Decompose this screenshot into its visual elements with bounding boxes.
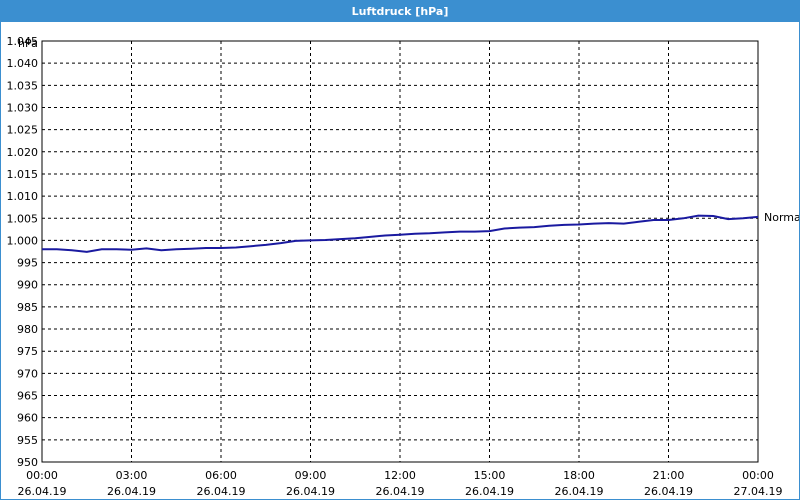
y-tick-label: 1.000 xyxy=(7,234,39,247)
x-axis: 00:00 26.04.19 03:00 26.04.19 06:00 26.04.19 0… xyxy=(18,469,783,498)
x-tick-date: 26.04.19 xyxy=(107,485,156,498)
y-tick-label: 975 xyxy=(17,345,38,358)
y-tick-label: 1.005 xyxy=(7,212,39,225)
x-tick-time: 18:00 xyxy=(563,469,595,482)
y-tick-label: 1.015 xyxy=(7,168,39,181)
series-line-normal xyxy=(42,214,759,253)
y-tick-label: 995 xyxy=(17,257,38,270)
y-tick-label: 980 xyxy=(17,323,38,336)
x-tick-time: 15:00 xyxy=(474,469,506,482)
x-tick-time: 00:00 xyxy=(26,469,58,482)
pressure-chart: 950 955 960 965 970 975 980 985 990 995 1.000 1.005… xyxy=(7,35,800,498)
y-tick-label: 1.025 xyxy=(7,124,39,137)
y-tick-label: 1.040 xyxy=(7,57,39,70)
x-tick-date: 26.04.19 xyxy=(197,485,246,498)
window-title: Luftdruck [hPa] xyxy=(1,1,799,22)
y-tick-label: 1.020 xyxy=(7,146,39,159)
series-layer: Normal xyxy=(42,211,799,253)
plot-frame xyxy=(41,40,759,463)
x-tick-time: 06:00 xyxy=(205,469,237,482)
plot-border xyxy=(41,40,759,463)
x-tick-date: 26.04.19 xyxy=(555,485,604,498)
x-tick-date: 26.04.19 xyxy=(465,485,514,498)
grid xyxy=(42,40,758,462)
y-tick-label: 1.010 xyxy=(7,190,39,203)
x-tick-date: 26.04.19 xyxy=(376,485,425,498)
y-tick-label: 985 xyxy=(17,301,38,314)
x-tick-time: 12:00 xyxy=(384,469,416,482)
x-tick-date: 26.04.19 xyxy=(286,485,335,498)
y-tick-label: 1.030 xyxy=(7,101,39,114)
x-tick-date: 27.04.19 xyxy=(734,485,783,498)
y-axis-unit: hPa xyxy=(18,37,38,50)
x-tick-date: 26.04.19 xyxy=(644,485,693,498)
x-tick-time: 09:00 xyxy=(295,469,327,482)
y-tick-label: 990 xyxy=(17,279,38,292)
y-tick-label: 965 xyxy=(17,390,38,403)
y-tick-label: 950 xyxy=(17,456,38,469)
y-tick-label: 960 xyxy=(17,412,38,425)
y-tick-label: 970 xyxy=(17,367,38,380)
x-tick-time: 21:00 xyxy=(653,469,685,482)
y-tick-label: 1.035 xyxy=(7,79,39,92)
series-label: Normal xyxy=(764,211,799,224)
y-tick-label: 955 xyxy=(17,434,38,447)
y-tick-label: 1.045 xyxy=(7,35,39,48)
x-tick-time: 03:00 xyxy=(116,469,148,482)
y-axis: 950 955 960 965 970 975 980 985 990 995 1.000 1.005… xyxy=(7,35,39,469)
x-tick-time: 00:00 xyxy=(742,469,774,482)
x-tick-date: 26.04.19 xyxy=(18,485,67,498)
